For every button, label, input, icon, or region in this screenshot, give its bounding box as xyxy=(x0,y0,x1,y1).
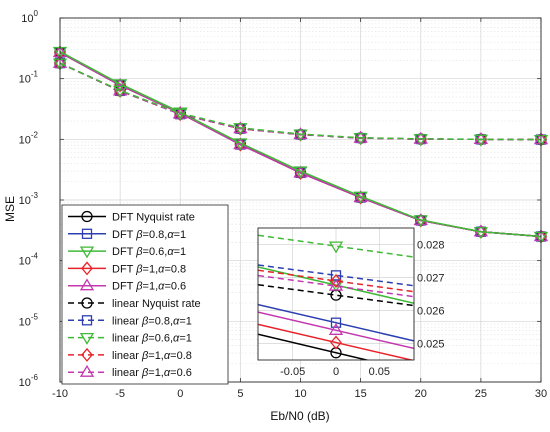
legend-marker xyxy=(81,261,93,276)
data-point xyxy=(413,215,428,228)
x-tick-label: 20 xyxy=(415,388,427,400)
legend-marker xyxy=(79,364,95,377)
legend-label: DFT β=0.8,α=1 xyxy=(112,229,186,241)
inset-data-point xyxy=(330,273,342,288)
x-tick-label: -5 xyxy=(115,388,125,400)
legend-marker xyxy=(81,228,93,239)
inset-series-line xyxy=(258,303,414,342)
legend-label: DFT Nyquist rate xyxy=(112,212,195,224)
legend-marker xyxy=(81,297,93,309)
legend-label: linear β=0.8,α=1 xyxy=(112,315,192,327)
inset-data-point xyxy=(328,323,344,335)
inset-frame xyxy=(257,227,415,361)
data-point xyxy=(353,133,368,146)
legend-item: linear β=0.8,α=1 xyxy=(68,315,192,327)
legend-label: linear Nyquist rate xyxy=(112,298,201,310)
data-point xyxy=(353,130,368,143)
data-point xyxy=(473,134,489,147)
axes-frame xyxy=(59,17,542,383)
legend-label: linear β=1,α=0.8 xyxy=(112,350,192,362)
y-tick-label: 10-3 xyxy=(19,191,39,207)
data-point xyxy=(112,79,128,92)
x-tick-label: 25 xyxy=(475,388,487,400)
legend-marker xyxy=(81,210,93,223)
inset-y-tick-label: 0.025 xyxy=(417,339,445,351)
data-point xyxy=(112,85,128,98)
x-tick-label: -10 xyxy=(52,388,68,400)
y-tick-label: 10-6 xyxy=(19,373,39,389)
x-axis-label: Eb/N0 (dB) xyxy=(270,409,329,423)
inset-data-point xyxy=(328,241,344,254)
inset-y-tick-label: 0.027 xyxy=(417,273,445,285)
legend-item: DFT β=1,α=0.8 xyxy=(68,261,186,276)
inset-y-tick-label: 0.026 xyxy=(417,306,445,318)
data-point xyxy=(353,191,368,204)
y-tick-label: 100 xyxy=(21,9,38,25)
inset-series xyxy=(258,234,414,360)
legend-item: DFT Nyquist rate xyxy=(68,210,195,224)
legend-marker xyxy=(79,246,95,259)
inset-series-line xyxy=(258,311,414,350)
y-tick-label: 10-2 xyxy=(19,130,39,146)
legend-label: DFT β=0.6,α=1 xyxy=(112,246,186,258)
data-point xyxy=(293,129,308,142)
legend-marker xyxy=(79,332,95,345)
legend-label: linear β=1,α=0.6 xyxy=(112,367,192,379)
legend-item: DFT β=0.6,α=1 xyxy=(68,246,186,259)
data-point xyxy=(473,132,489,144)
data-point xyxy=(473,227,489,239)
x-tick-label: 30 xyxy=(535,388,547,400)
legend-label: DFT β=1,α=0.8 xyxy=(112,263,186,275)
data-point xyxy=(413,134,428,147)
data-point xyxy=(173,108,188,121)
inset-x-tick-label: -0.05 xyxy=(280,366,305,378)
series-line xyxy=(59,50,542,238)
y-tick-label: 10-1 xyxy=(19,70,39,86)
legend-item: linear Nyquist rate xyxy=(68,297,201,310)
inset-series-line xyxy=(258,266,414,304)
inset-y-tick-label: 0.028 xyxy=(417,240,445,252)
legend-item: linear β=1,α=0.8 xyxy=(68,347,192,362)
y-tick-label: 10-4 xyxy=(19,252,39,268)
inset-series-line xyxy=(258,274,414,298)
inset-series-line xyxy=(258,264,414,287)
inset-series-line xyxy=(258,284,414,307)
inset-x-tick-label: 0.05 xyxy=(369,366,390,378)
inset-x-tick-label: 0 xyxy=(333,366,339,378)
y-tick-label: 10-5 xyxy=(19,312,39,328)
legend-item: DFT β=0.8,α=1 xyxy=(68,228,186,241)
y-axis-label: MSE xyxy=(3,196,17,222)
legend-item: linear β=1,α=0.6 xyxy=(68,364,192,379)
x-tick-label: 10 xyxy=(294,388,306,400)
legend-label: linear β=0.6,α=1 xyxy=(112,333,192,345)
legend-item: DFT β=1,α=0.6 xyxy=(68,278,186,293)
data-point xyxy=(233,123,248,136)
inset-series-line xyxy=(258,269,414,293)
inset-plot: 0.025 0.026 0.027 0.028 -0.05 0 0.05 xyxy=(257,227,445,378)
data-point xyxy=(413,131,428,144)
legend-marker xyxy=(81,315,93,326)
legend-item: linear β=0.6,α=1 xyxy=(68,333,192,345)
x-tick-label: 5 xyxy=(237,388,243,400)
inset-data-point xyxy=(330,335,342,350)
inset-data-point xyxy=(330,317,342,328)
legend-marker xyxy=(79,278,95,291)
data-point xyxy=(233,138,248,151)
legend: DFT Nyquist rate DFT β=0.8,α=1 DFT β=0.6,α… xyxy=(61,204,229,385)
series-line xyxy=(59,62,542,141)
legend-marker xyxy=(81,347,93,362)
data-point xyxy=(293,166,308,179)
inset-series-line xyxy=(258,333,370,360)
x-tick-label: 0 xyxy=(177,388,183,400)
x-tick-label: 15 xyxy=(355,388,367,400)
legend-label: DFT β=1,α=0.6 xyxy=(112,281,186,293)
inset-series-line xyxy=(258,234,414,258)
inset-series-line xyxy=(258,323,414,360)
inset-data-point xyxy=(328,278,344,291)
